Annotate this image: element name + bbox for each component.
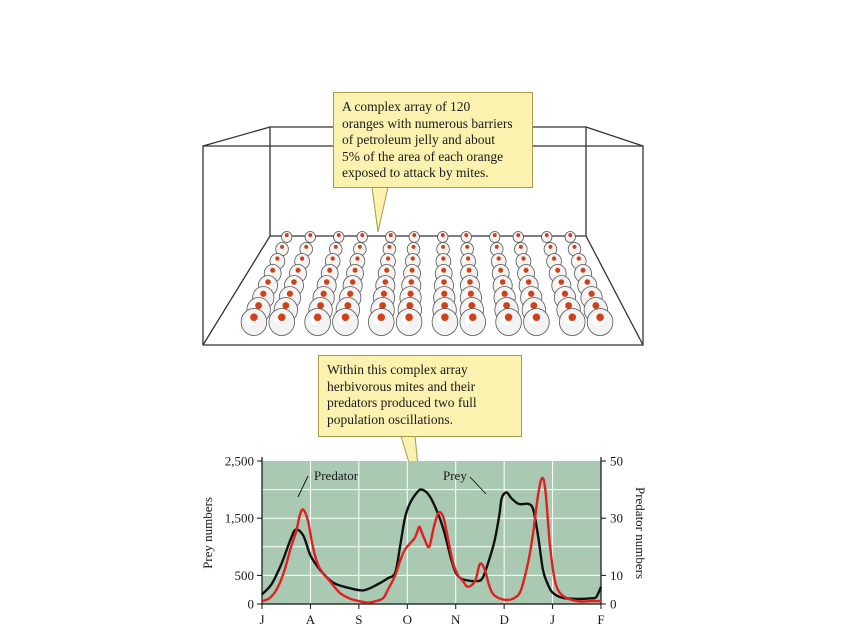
x-tick-label: O xyxy=(403,612,412,627)
orange xyxy=(324,253,341,270)
orange xyxy=(546,253,562,270)
predator-annotation-leader xyxy=(297,475,309,498)
callout-line: predators produced two full xyxy=(327,395,477,410)
y-tick-label: 0 xyxy=(248,597,255,612)
orange xyxy=(459,308,486,336)
x-tick-label: A xyxy=(306,612,316,627)
oscillation-callout: Within this complex array herbivorous mi… xyxy=(318,355,522,437)
orange xyxy=(304,308,331,336)
orange xyxy=(268,308,295,336)
callout-line: Within this complex array xyxy=(327,362,468,377)
x-tick-label: N xyxy=(451,612,461,627)
callout-line: population oscillations. xyxy=(327,411,453,427)
orange xyxy=(512,231,524,243)
callout-line: oranges with numerous barriers xyxy=(342,115,513,131)
y2-tick-label: 30 xyxy=(610,511,623,526)
y2-tick-label: 10 xyxy=(610,568,623,583)
prey-annotation-leader xyxy=(469,476,487,495)
orange xyxy=(436,242,450,257)
orange xyxy=(460,231,472,243)
axes xyxy=(261,457,602,605)
orange xyxy=(395,308,423,336)
enclosure-edge-bl xyxy=(202,235,271,346)
orange xyxy=(437,231,449,243)
callout-line: herbivorous mites and their xyxy=(327,378,476,394)
orange xyxy=(304,231,316,243)
orange xyxy=(333,231,345,243)
orange-array xyxy=(240,231,614,336)
y2-axis-label: Predator numbers xyxy=(633,487,648,579)
y-tick-label: 1,500 xyxy=(225,511,254,526)
enclosure-edge-tr xyxy=(585,126,644,147)
orange xyxy=(240,308,268,336)
callout-line: exposed to attack by mites. xyxy=(342,165,489,180)
orange xyxy=(543,242,558,257)
predator-series-line xyxy=(261,476,601,604)
orange xyxy=(523,308,550,336)
orange xyxy=(329,242,343,257)
orange xyxy=(368,308,395,336)
x-tick-label: F xyxy=(597,612,604,627)
y2-tick-label: 50 xyxy=(610,454,623,469)
orange xyxy=(332,308,359,336)
x-tick-label: S xyxy=(355,612,362,627)
orange xyxy=(541,231,553,243)
orange xyxy=(275,242,289,257)
callout-line: 5% of the area of each orange xyxy=(342,148,504,164)
orange xyxy=(299,242,313,257)
orange xyxy=(490,242,504,257)
orange xyxy=(559,308,586,336)
predator-annotation: Predator xyxy=(314,468,359,483)
array-description-callout: A complex array of 120 oranges with nume… xyxy=(333,92,533,188)
orange xyxy=(431,308,459,336)
enclosure-edge-tl xyxy=(202,126,271,147)
orange xyxy=(586,308,614,336)
orange xyxy=(495,308,522,336)
orange xyxy=(489,231,501,243)
callout-line: of petroleum jelly and about xyxy=(342,132,495,147)
y-axis-label: Prey numbers xyxy=(200,497,215,569)
orange xyxy=(408,231,420,243)
y-tick-label: 2,500 xyxy=(225,454,254,469)
orange xyxy=(385,231,397,243)
orange xyxy=(356,231,368,243)
callout-top-pointer xyxy=(371,186,389,233)
orange xyxy=(574,264,592,283)
orange xyxy=(281,231,293,243)
x-tick-label: J xyxy=(259,612,264,627)
x-tick-label: J xyxy=(550,612,555,627)
enclosure-edge-br xyxy=(585,235,644,346)
prey-annotation: Prey xyxy=(443,468,467,483)
y-tick-label: 500 xyxy=(235,568,255,583)
orange xyxy=(382,242,397,257)
callout-line: A complex array of 120 xyxy=(342,99,471,114)
orange xyxy=(406,242,421,257)
y2-tick-label: 0 xyxy=(610,597,617,612)
orange xyxy=(564,231,576,243)
orange xyxy=(353,242,367,257)
x-tick-label: D xyxy=(499,612,508,627)
